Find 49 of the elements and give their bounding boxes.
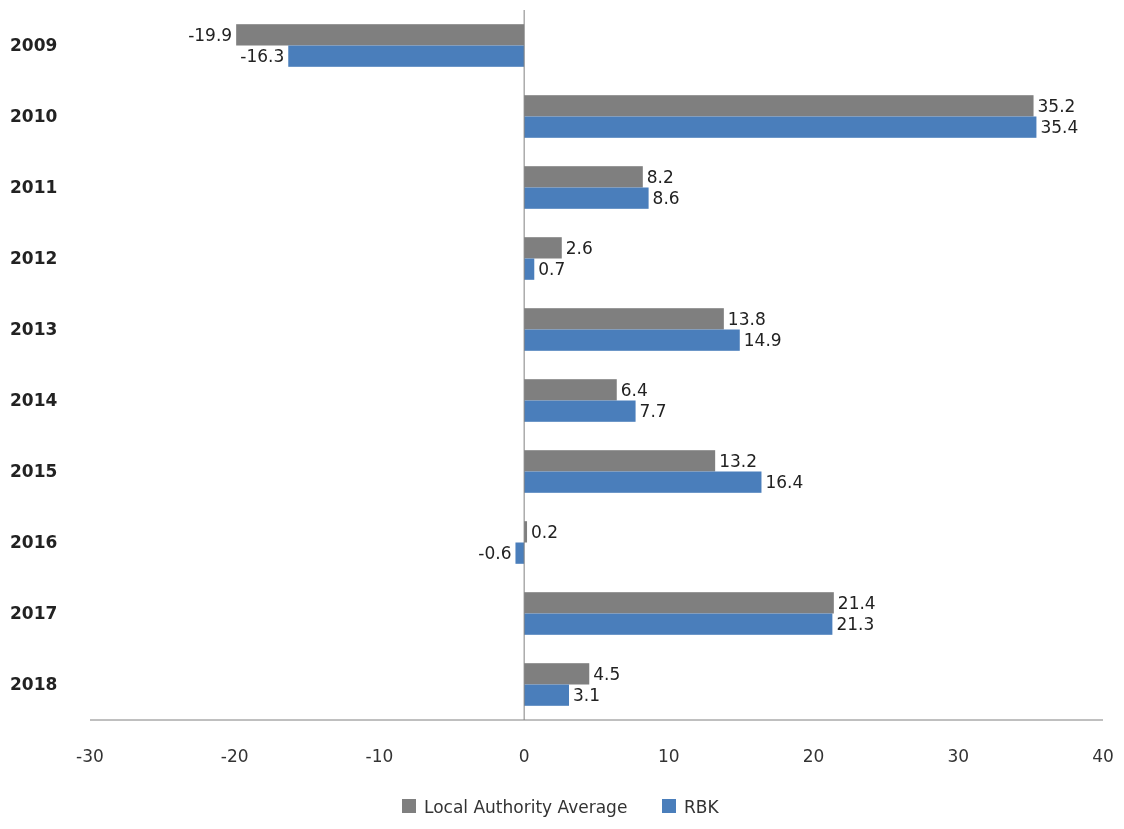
y-tick-label: 2018 — [10, 674, 58, 695]
y-tick-label: 2012 — [10, 248, 58, 269]
data-label: 35.2 — [1037, 95, 1076, 116]
data-label: 16.4 — [765, 472, 804, 493]
legend-label: RBK — [684, 796, 720, 817]
data-label: 6.4 — [620, 379, 648, 400]
y-tick-label: 2011 — [10, 177, 58, 198]
data-label: 21.4 — [837, 592, 876, 613]
y-tick-label: 2009 — [10, 35, 58, 56]
data-label: 35.4 — [1040, 117, 1079, 138]
y-tick-label: 2010 — [10, 106, 58, 127]
data-label: 4.5 — [593, 663, 621, 684]
data-label: 3.1 — [573, 685, 601, 706]
data-label: 8.6 — [652, 188, 680, 209]
x-tick-label: -30 — [76, 746, 104, 766]
x-tick-label: 10 — [658, 746, 680, 766]
x-tick-label: -20 — [220, 746, 249, 766]
data-label: 13.8 — [727, 308, 766, 329]
y-tick-label: 2017 — [10, 603, 58, 624]
x-tick-label: 30 — [947, 746, 970, 766]
data-label: 21.3 — [836, 614, 875, 635]
bar — [288, 45, 525, 67]
x-tick-label: 20 — [802, 746, 825, 766]
data-label: -19.9 — [188, 24, 233, 45]
bar — [524, 116, 1037, 138]
bar — [524, 684, 569, 706]
bar — [515, 542, 525, 564]
bar — [524, 471, 762, 493]
x-tick-label: -10 — [365, 746, 394, 766]
data-label: 2.6 — [565, 237, 593, 258]
data-label: -0.6 — [478, 543, 512, 564]
y-tick-label: 2013 — [10, 319, 58, 340]
bar — [524, 329, 740, 351]
data-label: 8.2 — [646, 166, 674, 187]
data-label: 0.2 — [531, 521, 559, 542]
y-tick-label: 2014 — [10, 390, 58, 411]
bar — [524, 613, 833, 635]
y-tick-label: 2015 — [10, 461, 58, 482]
legend-label: Local Authority Average — [424, 796, 628, 817]
bar — [524, 187, 649, 209]
bar — [524, 400, 636, 422]
data-label: 14.9 — [743, 330, 782, 351]
data-label: 7.7 — [639, 401, 667, 422]
x-tick-label: 0 — [518, 746, 530, 766]
x-tick-label: 40 — [1092, 746, 1114, 766]
data-label: 0.7 — [538, 259, 566, 280]
data-label: -16.3 — [240, 46, 285, 67]
y-tick-label: 2016 — [10, 532, 58, 553]
data-label: 13.2 — [719, 450, 758, 471]
